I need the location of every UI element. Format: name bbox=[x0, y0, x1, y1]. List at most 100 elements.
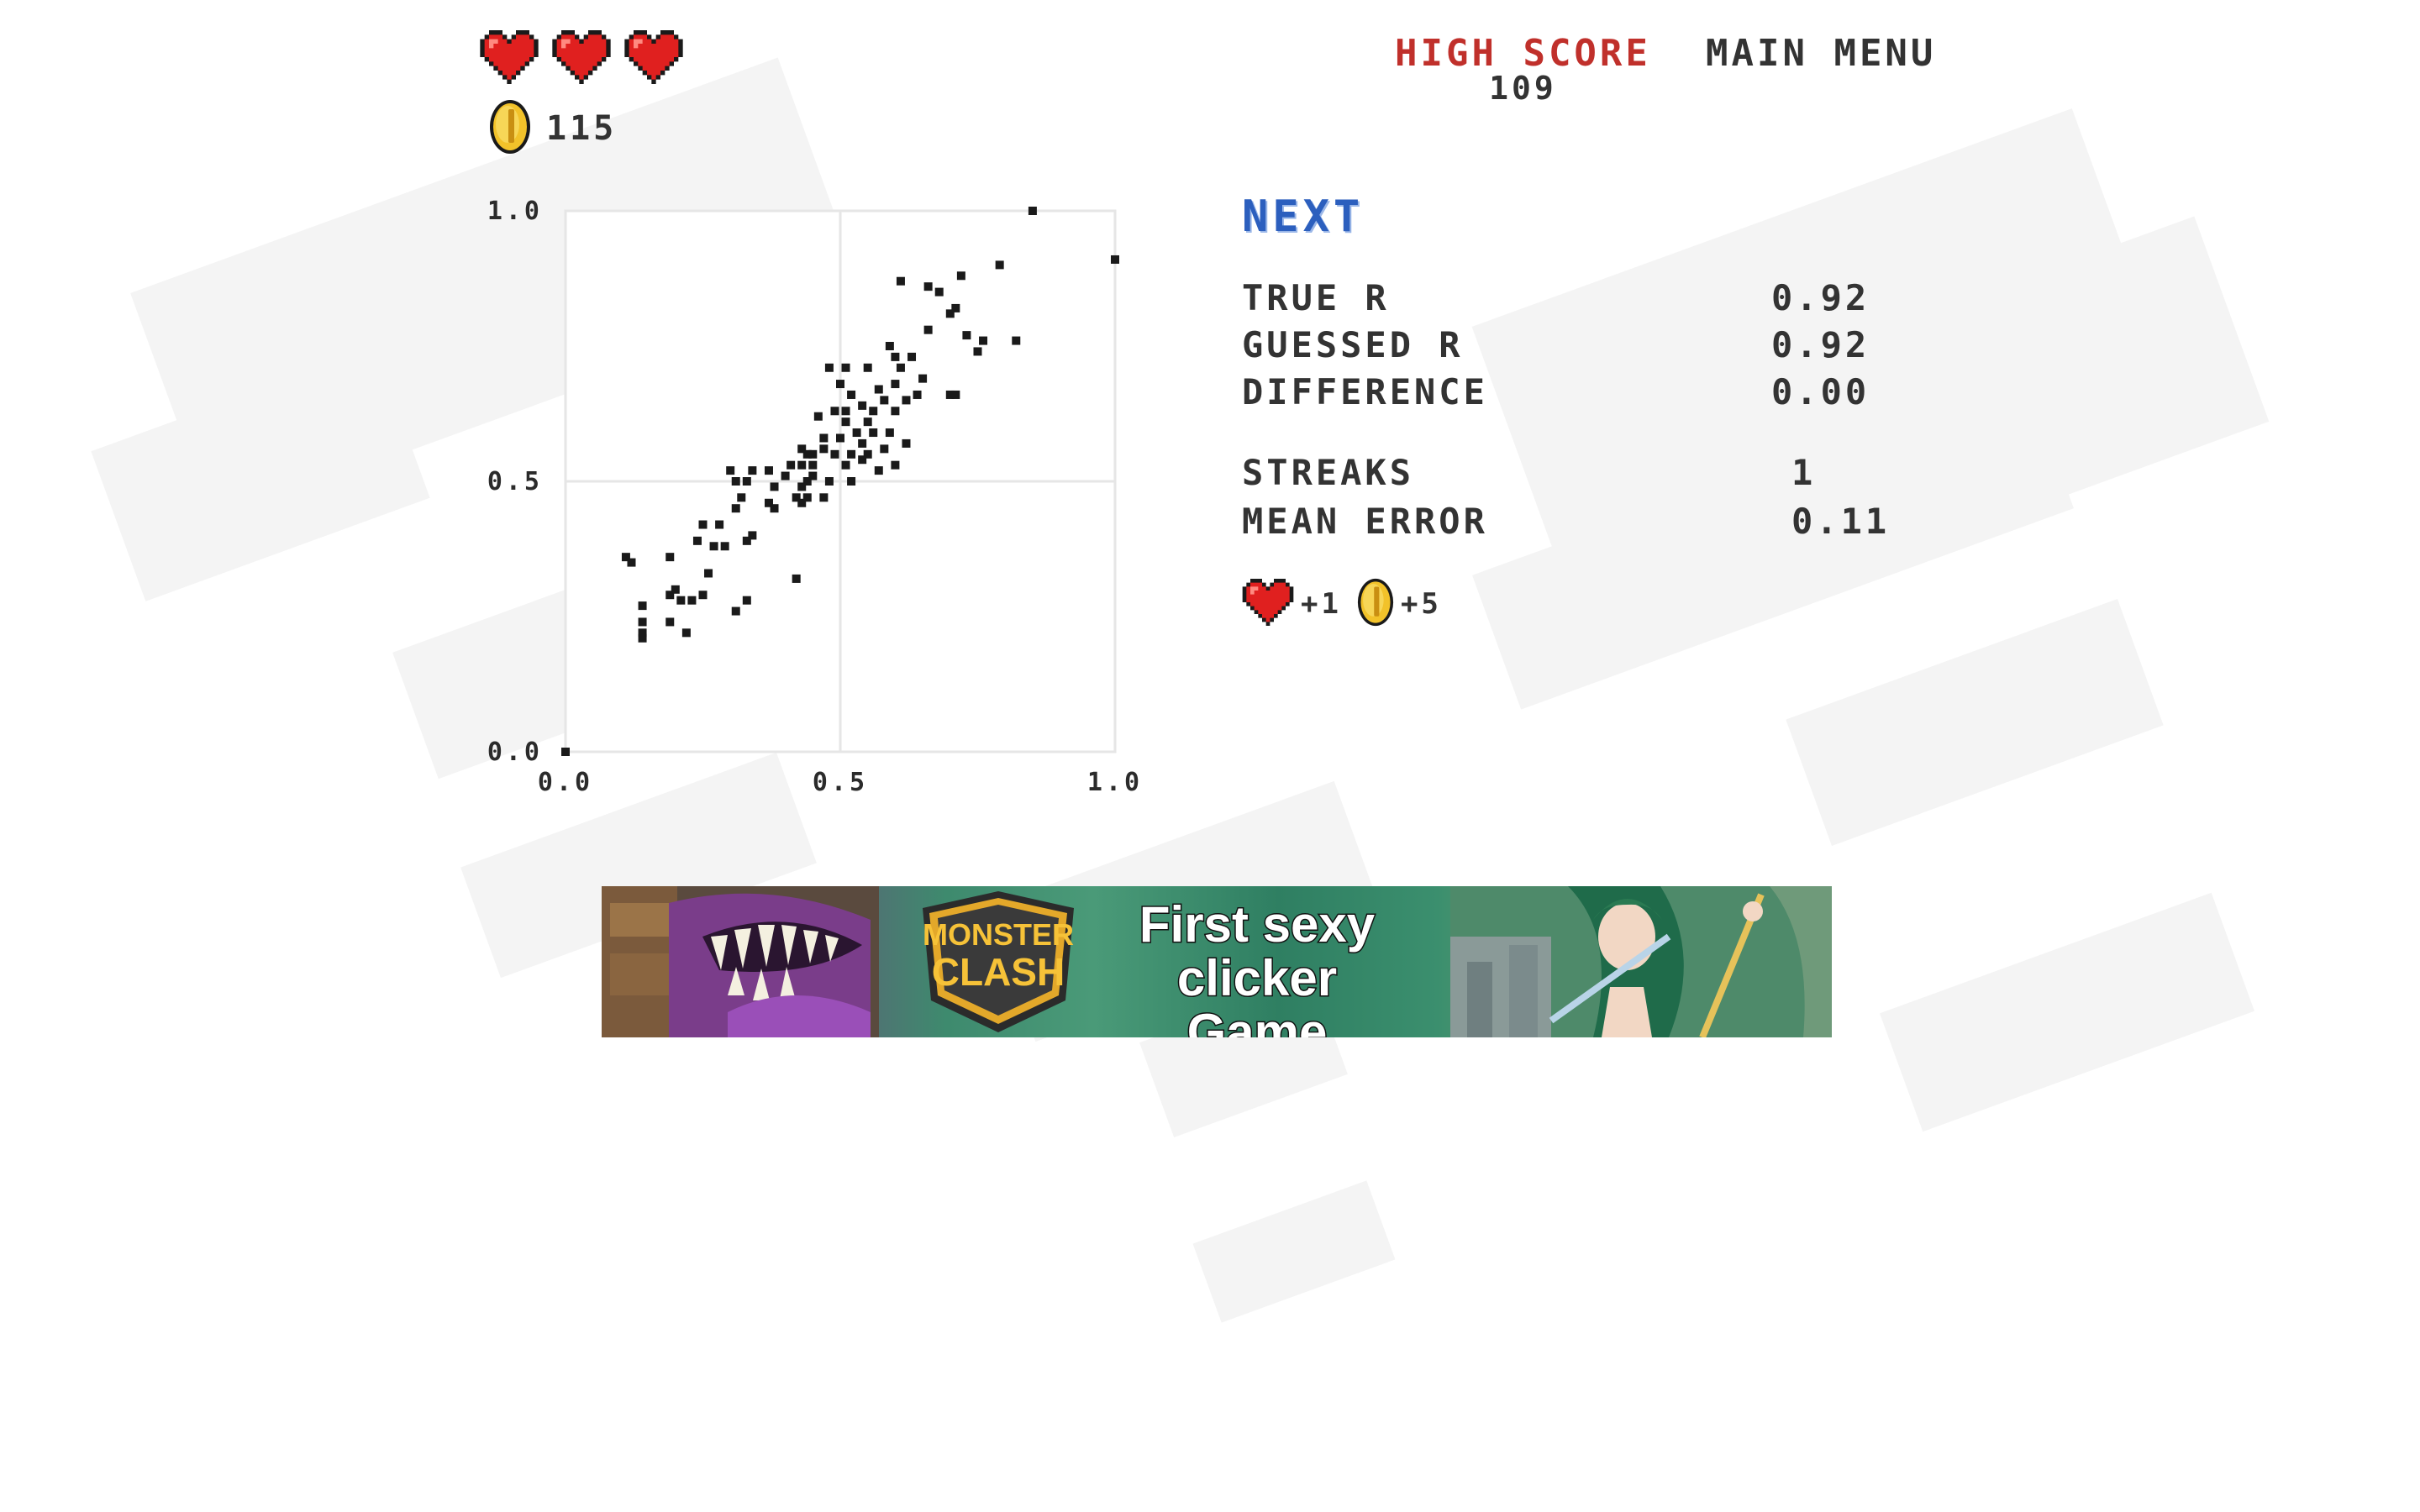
data-point bbox=[797, 482, 807, 491]
data-point bbox=[797, 460, 807, 470]
data-point bbox=[676, 596, 686, 605]
logo-text-clash: CLASH bbox=[932, 950, 1065, 994]
data-point bbox=[704, 569, 713, 578]
data-point bbox=[841, 407, 850, 416]
data-point bbox=[885, 428, 894, 438]
scatter-chart: 0.0 0.5 1.0 0.0 0.5 1.0 bbox=[471, 189, 1160, 814]
ad-banner[interactable]: MONSTER CLASH First sexy clicker Game bbox=[602, 886, 1832, 1037]
stat-value: 0.92 bbox=[1771, 324, 1870, 365]
x-tick-label: 1.0 bbox=[1087, 768, 1143, 797]
data-point bbox=[709, 542, 718, 551]
stat-label: MEAN ERROR bbox=[1242, 501, 1488, 542]
data-point bbox=[1028, 207, 1037, 215]
data-point bbox=[731, 504, 740, 513]
data-point bbox=[561, 748, 570, 756]
data-point bbox=[973, 347, 982, 356]
data-point bbox=[692, 536, 702, 545]
data-point bbox=[908, 352, 917, 361]
data-point bbox=[913, 390, 922, 399]
main-menu-button[interactable]: MAIN MENU bbox=[1706, 32, 1937, 75]
data-point bbox=[962, 331, 971, 340]
data-point bbox=[715, 520, 724, 529]
data-point bbox=[698, 520, 708, 529]
data-point bbox=[923, 282, 933, 291]
data-point bbox=[841, 460, 850, 470]
scatter-plot-svg: 0.0 0.5 1.0 0.0 0.5 1.0 bbox=[487, 197, 1143, 797]
coin-icon bbox=[1357, 578, 1394, 630]
data-point bbox=[896, 276, 905, 286]
data-point bbox=[891, 380, 900, 389]
data-point bbox=[731, 477, 740, 486]
stat-label: DIFFERENCE bbox=[1242, 371, 1488, 412]
data-point bbox=[720, 542, 729, 551]
data-point bbox=[666, 553, 675, 562]
data-point bbox=[891, 352, 900, 361]
data-point bbox=[770, 482, 779, 491]
data-point bbox=[819, 493, 829, 502]
stat-difference: DIFFERENCE 0.00 bbox=[1242, 371, 1881, 412]
reward-life: +1 bbox=[1301, 587, 1342, 621]
data-point bbox=[638, 601, 647, 611]
data-point bbox=[863, 363, 872, 372]
data-point bbox=[621, 553, 630, 562]
data-point bbox=[1012, 336, 1021, 345]
data-point bbox=[896, 363, 905, 372]
data-point bbox=[956, 271, 965, 281]
data-point bbox=[885, 342, 894, 350]
x-tick-label: 0.5 bbox=[813, 768, 868, 797]
data-point bbox=[979, 336, 988, 345]
data-point bbox=[808, 471, 818, 480]
data-point bbox=[742, 477, 751, 486]
data-point bbox=[869, 407, 878, 416]
data-point bbox=[737, 493, 746, 502]
data-point bbox=[698, 591, 708, 600]
ad-tagline: First sexy clicker Game bbox=[1106, 896, 1408, 1037]
data-point bbox=[902, 438, 911, 448]
stat-mean-error: MEAN ERROR 0.11 bbox=[1242, 501, 1886, 542]
data-point bbox=[802, 477, 812, 486]
data-point bbox=[786, 460, 796, 470]
logo-text-monster: MONSTER bbox=[923, 917, 1074, 952]
heart-icon bbox=[551, 30, 612, 84]
data-point bbox=[852, 428, 861, 438]
data-point bbox=[874, 385, 883, 394]
reward-coin: +5 bbox=[1400, 587, 1442, 621]
data-point bbox=[808, 449, 818, 459]
high-score-label: HIGH SCORE bbox=[1395, 32, 1651, 75]
data-point bbox=[847, 477, 856, 486]
data-point bbox=[841, 417, 850, 427]
next-button[interactable]: NEXT bbox=[1242, 192, 1365, 242]
data-point bbox=[797, 498, 807, 507]
data-point bbox=[742, 536, 751, 545]
stat-value: 0.92 bbox=[1771, 277, 1870, 318]
data-point bbox=[863, 449, 872, 459]
stat-guessed-r: GUESSED R 0.92 bbox=[1242, 324, 1881, 365]
coin-count: 115 bbox=[546, 109, 618, 148]
monster-illustration bbox=[602, 886, 879, 1037]
lives-display bbox=[479, 30, 684, 84]
data-point bbox=[863, 417, 872, 427]
data-point bbox=[1111, 255, 1119, 264]
data-point bbox=[902, 396, 911, 405]
data-point bbox=[781, 471, 790, 480]
data-point bbox=[813, 412, 823, 421]
y-tick-label: 0.5 bbox=[487, 467, 543, 496]
data-point bbox=[764, 498, 773, 507]
data-point bbox=[874, 466, 883, 475]
coin-icon bbox=[489, 99, 531, 158]
data-point bbox=[945, 390, 955, 399]
monster-clash-logo: MONSTER CLASH bbox=[923, 891, 1074, 1032]
data-point bbox=[891, 407, 900, 416]
data-point bbox=[830, 449, 839, 459]
data-point bbox=[880, 396, 889, 405]
data-point bbox=[858, 438, 867, 448]
data-point bbox=[742, 596, 751, 605]
data-point bbox=[666, 591, 675, 600]
stat-label: GUESSED R bbox=[1242, 324, 1464, 365]
data-point bbox=[731, 606, 740, 616]
data-point bbox=[918, 374, 928, 383]
data-point bbox=[666, 617, 675, 627]
data-point bbox=[638, 628, 647, 638]
heart-icon bbox=[623, 30, 684, 84]
stat-label: TRUE R bbox=[1242, 277, 1390, 318]
